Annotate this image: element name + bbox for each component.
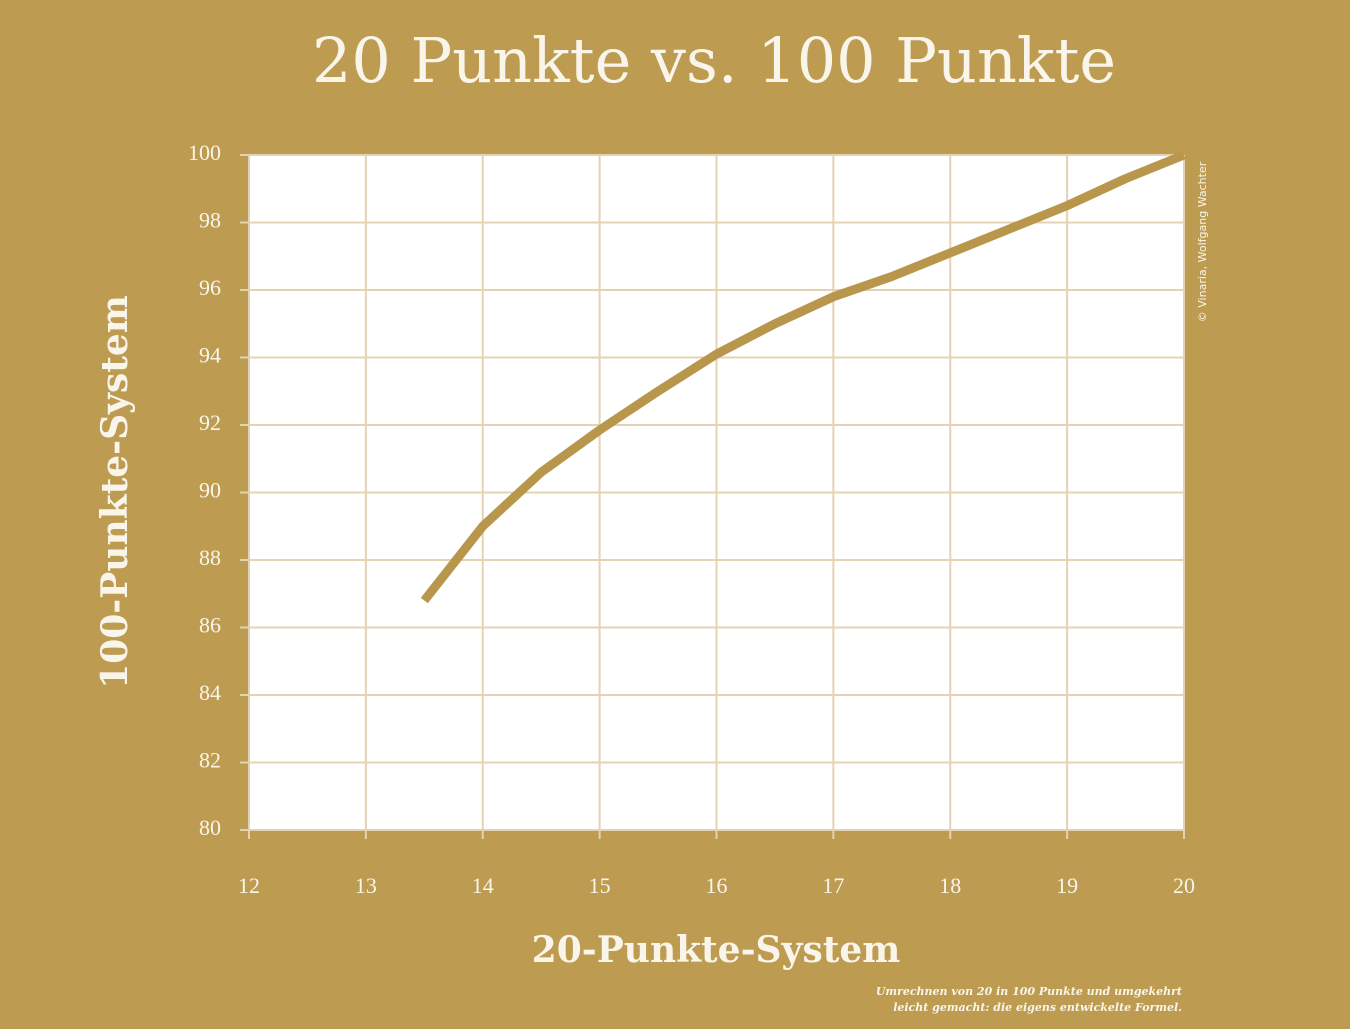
- x-tick-label: 20: [1173, 873, 1195, 898]
- x-tick-label: 16: [706, 873, 728, 898]
- y-tick-label: 84: [199, 680, 221, 705]
- x-tick-label: 13: [355, 873, 377, 898]
- x-tick-label: 14: [472, 873, 494, 898]
- y-tick-label: 90: [199, 478, 221, 503]
- y-tick-label: 80: [199, 815, 221, 840]
- x-tick-label: 12: [238, 873, 260, 898]
- credit: © Vinaria, Wolfgang Wachter: [1196, 161, 1209, 322]
- y-tick-label: 88: [199, 545, 221, 570]
- y-tick-label: 100: [188, 140, 221, 165]
- note-line: Umrechnen von 20 in 100 Punkte und umgek…: [876, 985, 1182, 998]
- y-tick-label: 94: [199, 343, 221, 368]
- x-tick-label: 19: [1056, 873, 1078, 898]
- y-tick-label: 98: [199, 208, 221, 233]
- note-line: leicht gemacht: die eigens entwickelte F…: [893, 1001, 1182, 1014]
- data-line: [420, 150, 1186, 604]
- y-tick-label: 82: [199, 748, 221, 773]
- x-tick-label: 17: [822, 873, 844, 898]
- y-tick-label: 96: [199, 275, 221, 300]
- y-axis-label: 100-Punkte-System: [94, 295, 136, 689]
- x-tick-label: 18: [939, 873, 961, 898]
- x-axis-label: 20-Punkte-System: [532, 929, 901, 971]
- x-tick-label: 15: [589, 873, 611, 898]
- y-tick-label: 86: [199, 613, 221, 638]
- chart-title: 20 Punkte vs. 100 Punkte: [312, 24, 1116, 97]
- y-tick-label: 92: [199, 410, 221, 435]
